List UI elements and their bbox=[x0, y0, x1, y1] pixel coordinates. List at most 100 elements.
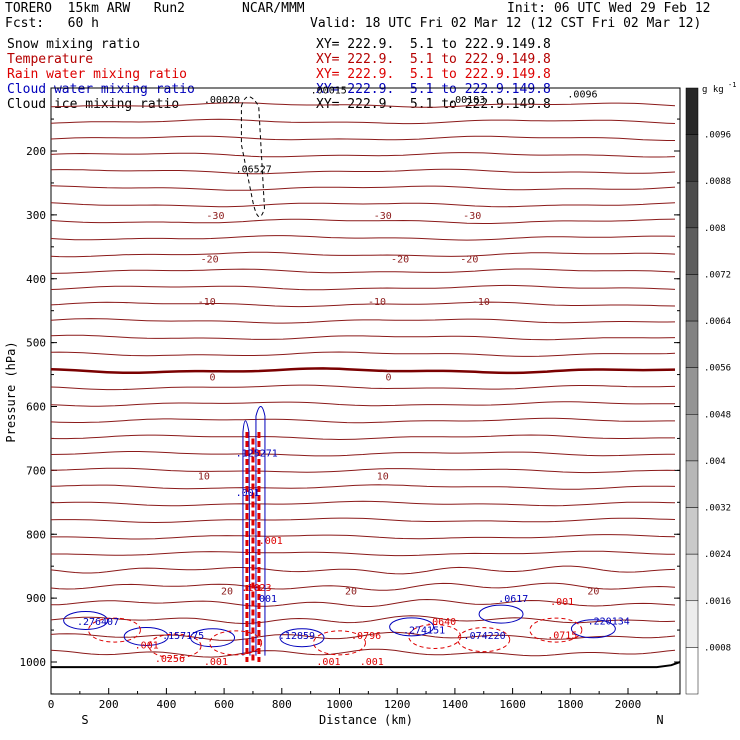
isotherm bbox=[50, 500, 676, 507]
field-name: Rain water mixing ratio bbox=[7, 67, 188, 82]
isotherm bbox=[50, 118, 676, 125]
contour-value-label: .001 bbox=[236, 488, 260, 499]
isotherm bbox=[50, 615, 676, 625]
x-tick-label: 2000 bbox=[615, 698, 642, 711]
isotherm bbox=[50, 434, 675, 441]
rain-water-contour bbox=[148, 633, 202, 659]
colorbar-cell bbox=[685, 414, 699, 462]
y-tick-label: 900 bbox=[26, 592, 46, 605]
contour-value-label: .074220 bbox=[464, 631, 506, 642]
valid-time: Valid: 18 UTC Fri 02 Mar 12 (12 CST Fri … bbox=[310, 16, 702, 31]
isotherm-label: 10 bbox=[198, 471, 210, 482]
x-tick-label: 1000 bbox=[326, 698, 353, 711]
y-tick-label: 500 bbox=[26, 337, 46, 350]
isotherm-label: -30 bbox=[463, 211, 481, 222]
isotherm-label: 20 bbox=[345, 586, 357, 597]
field-xy: XY= 222.9. 5.1 to 222.9.149.8 bbox=[316, 37, 551, 52]
rain-water-contour bbox=[313, 630, 366, 656]
isotherm-label: 10 bbox=[377, 471, 389, 482]
isotherm bbox=[50, 565, 676, 575]
isotherm bbox=[50, 467, 676, 474]
contour-value-label: .001 bbox=[360, 657, 384, 668]
contour-value-label: .0796 bbox=[351, 631, 381, 642]
rain-water-contour bbox=[209, 630, 263, 656]
contour-value-label: .00183 bbox=[449, 95, 485, 106]
isotherm bbox=[51, 534, 676, 540]
cloud-water-contour bbox=[570, 619, 616, 639]
y-axis-label: Pressure (hPa) bbox=[4, 341, 18, 442]
contour-value-label: .125271 bbox=[236, 448, 278, 459]
colorbar-level: .0088 bbox=[704, 177, 731, 187]
rain-column bbox=[245, 432, 261, 662]
y-tick-label: 400 bbox=[26, 273, 46, 286]
isotherm bbox=[50, 168, 676, 175]
contour-value-label: .0617 bbox=[498, 594, 528, 605]
south-label: S bbox=[81, 713, 88, 727]
contour-value-label: .157175 bbox=[162, 631, 204, 642]
colorbar-level: .0096 bbox=[704, 131, 731, 141]
field-name: Cloud water mixing ratio bbox=[7, 82, 195, 97]
contour-value-label: .001 bbox=[550, 597, 574, 608]
cloud-water-contour bbox=[279, 628, 325, 648]
colorbar-cell bbox=[685, 647, 699, 695]
isotherm bbox=[50, 152, 676, 158]
isotherm bbox=[50, 318, 676, 324]
isotherm-label: 20 bbox=[221, 586, 233, 597]
y-tick-label: 300 bbox=[26, 209, 46, 222]
contour-value-label: .001 bbox=[135, 641, 159, 652]
y-tick-label: 600 bbox=[26, 401, 46, 414]
colorbar-cell bbox=[685, 367, 699, 415]
colorbar-level: .0032 bbox=[704, 504, 731, 514]
colorbar-unit: g kg bbox=[702, 85, 724, 95]
isotherm-label: -10 bbox=[472, 297, 490, 308]
cloud-water-contour bbox=[389, 617, 435, 637]
isotherm-label: -20 bbox=[460, 254, 478, 265]
x-tick-label: 0 bbox=[48, 698, 55, 711]
field-name: Temperature bbox=[7, 52, 94, 67]
isotherm-label: -20 bbox=[201, 254, 219, 265]
isotherm bbox=[50, 631, 676, 641]
isotherm bbox=[50, 135, 675, 141]
x-tick-label: 200 bbox=[99, 698, 119, 711]
x-tick-label: 1600 bbox=[499, 698, 526, 711]
contour-value-label: .001 bbox=[316, 657, 340, 668]
colorbar-cell bbox=[685, 600, 699, 648]
isotherm bbox=[50, 284, 676, 291]
isotherm bbox=[50, 417, 675, 424]
x-axis-label: Distance (km) bbox=[319, 713, 413, 727]
init-time: Init: 06 UTC Wed 29 Feb 12 bbox=[507, 1, 711, 16]
cloud-water-contour bbox=[63, 610, 109, 630]
isotherm bbox=[50, 185, 676, 191]
isotherm bbox=[50, 517, 676, 524]
isotherm bbox=[50, 251, 676, 258]
colorbar-level: .0008 bbox=[704, 643, 731, 653]
isotherm-label: -30 bbox=[374, 211, 392, 222]
org-label: NCAR/MMM bbox=[242, 1, 305, 16]
colorbar-level: .0024 bbox=[704, 550, 731, 560]
contour-value-label: .0640 bbox=[426, 617, 456, 628]
x-tick-label: 600 bbox=[214, 698, 234, 711]
isotherm bbox=[50, 582, 676, 591]
model-title: TORERO 15km ARW Run2 bbox=[5, 1, 186, 16]
x-tick-label: 400 bbox=[156, 698, 176, 711]
cloud-water-column bbox=[242, 406, 266, 656]
isotherm bbox=[50, 268, 676, 274]
field-xy: XY= 222.9. 5.1 to 222.9.149.8 bbox=[316, 67, 551, 82]
isotherm bbox=[50, 301, 676, 308]
contour-value-label: .0096 bbox=[567, 89, 597, 100]
isotherm-label: -20 bbox=[391, 254, 409, 265]
colorbar-cell bbox=[685, 507, 699, 555]
isotherm-label: -30 bbox=[206, 211, 224, 222]
isotherm-label: 20 bbox=[587, 586, 599, 597]
contour-value-label: .274151 bbox=[403, 625, 445, 636]
colorbar-level: .0072 bbox=[704, 270, 731, 280]
x-tick-label: 1200 bbox=[384, 698, 411, 711]
rain-water-contour bbox=[408, 623, 462, 649]
x-tick-label: 800 bbox=[272, 698, 292, 711]
field-name: Snow mixing ratio bbox=[7, 37, 141, 52]
y-tick-label: 1000 bbox=[20, 656, 47, 669]
isotherm bbox=[50, 648, 676, 658]
isotherm bbox=[50, 202, 676, 208]
colorbar-cell bbox=[685, 460, 699, 508]
